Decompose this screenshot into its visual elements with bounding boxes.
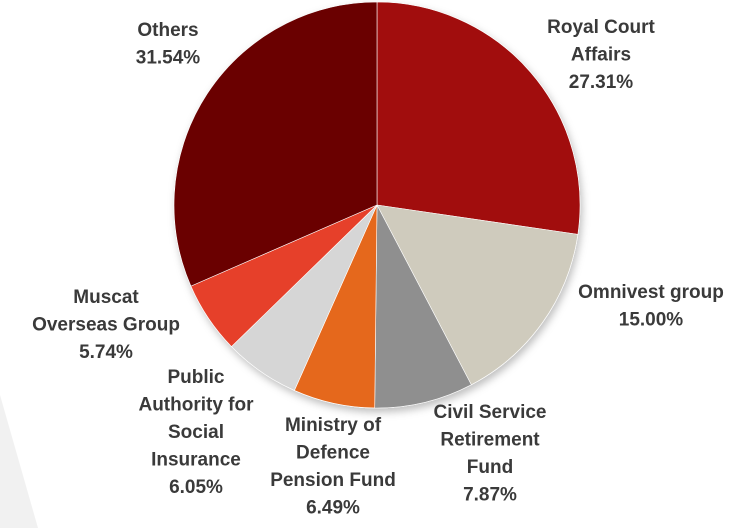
slice-label-line: Public	[167, 367, 224, 388]
slice-label-line: Defence	[296, 443, 370, 464]
slice-label-line: Others	[137, 20, 198, 41]
slice-percent: 7.87%	[463, 485, 517, 506]
slice-label-line: Civil Service	[433, 402, 546, 423]
slice-label-line: Omnivest group	[578, 282, 724, 303]
slice-label-line: Affairs	[571, 45, 631, 66]
slice-percent: 31.54%	[136, 48, 201, 69]
slice-label-line: Insurance	[151, 450, 241, 471]
pie-slice	[173, 1, 378, 287]
slice-label-line: Muscat	[73, 287, 139, 308]
slice-percent: 27.31%	[569, 72, 634, 93]
slice-label-line: Overseas Group	[32, 315, 180, 336]
pie-slice	[376, 204, 579, 386]
slice-label-line: Fund	[467, 457, 513, 478]
slice-label: Others 31.54%	[136, 20, 201, 69]
slice-label-line: Ministry of	[285, 415, 382, 436]
slice-label-line: Authority for	[138, 395, 254, 416]
slice-label: Omnivest group 15.00%	[578, 282, 724, 331]
slice-label-line: Royal Court	[547, 17, 655, 38]
slice-percent: 6.49%	[306, 498, 360, 519]
slice-percent: 6.05%	[169, 477, 223, 498]
slice-label-line: Pension Fund	[270, 470, 396, 491]
slice-label: Civil Service Retirement Fund 7.87%	[433, 402, 546, 506]
slice-label-line: Social	[168, 422, 224, 443]
slice-label: Royal Court Affairs 27.31%	[547, 17, 655, 93]
slice-label: Ministry of Defence Pension Fund 6.49%	[270, 415, 396, 519]
pie-slice	[376, 1, 581, 235]
slice-label-line: Retirement	[440, 430, 540, 451]
slice-label: Public Authority for Social Insurance 6.05%	[138, 367, 254, 498]
pie-slice	[374, 204, 472, 409]
slice-percent: 5.74%	[79, 342, 133, 363]
slice-label: Muscat Overseas Group 5.74%	[32, 287, 180, 363]
slice-percent: 15.00%	[619, 310, 684, 331]
